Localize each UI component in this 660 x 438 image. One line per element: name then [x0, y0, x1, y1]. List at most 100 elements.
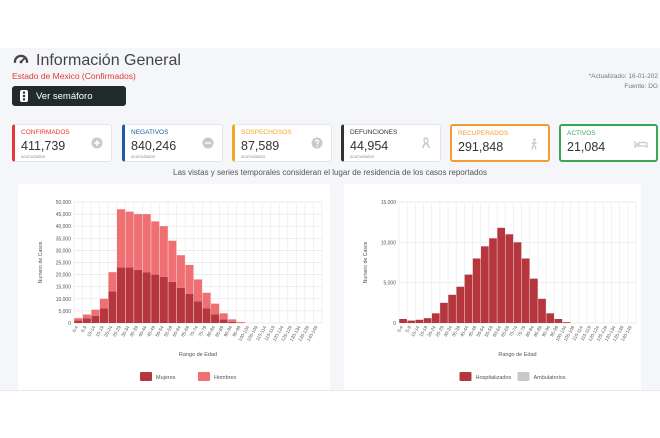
semaforo-button-label: Ver semáforo	[36, 91, 93, 102]
source-label: Fuente: DG	[589, 82, 658, 92]
bar-hombres[interactable]	[228, 319, 236, 321]
bar-hombres[interactable]	[83, 315, 91, 319]
bar-hombres[interactable]	[143, 214, 151, 272]
bar-hombres[interactable]	[91, 310, 99, 316]
bar-hombres[interactable]	[185, 265, 193, 294]
bar-mujeres[interactable]	[100, 308, 108, 323]
card-activos[interactable]: ACTIVOS 21,084	[559, 124, 658, 162]
bar-mujeres[interactable]	[83, 318, 91, 323]
legend-swatch[interactable]	[140, 372, 152, 381]
updated-date: *Actualizado: 16-01-202	[589, 72, 658, 82]
bar-hospitalizados[interactable]	[538, 299, 546, 323]
bar-mujeres[interactable]	[74, 321, 82, 323]
bar-mujeres[interactable]	[185, 294, 193, 323]
bar-hombres[interactable]	[151, 221, 159, 274]
legend-label[interactable]: Hospitalizados	[476, 375, 512, 381]
y-tick-label: 0	[393, 321, 396, 327]
bar-mujeres[interactable]	[168, 282, 176, 323]
bottom-strip	[0, 390, 660, 438]
bar-hospitalizados[interactable]	[448, 295, 456, 323]
ribbon-icon	[420, 137, 432, 149]
legend-label[interactable]: Mujeres	[156, 375, 176, 381]
card-recuperados[interactable]: RECUPERADOS 291,848	[450, 124, 550, 162]
legend-label[interactable]: Hombres	[214, 375, 237, 381]
bar-hombres[interactable]	[134, 214, 142, 270]
y-tick-label: 5,000	[58, 309, 71, 315]
bar-hospitalizados[interactable]	[407, 321, 415, 323]
bar-mujeres[interactable]	[228, 322, 236, 323]
bar-hospitalizados[interactable]	[497, 228, 505, 323]
bar-hospitalizados[interactable]	[481, 246, 489, 323]
bar-hospitalizados[interactable]	[399, 319, 407, 323]
bar-hombres[interactable]	[117, 209, 125, 267]
y-tick-label: 15,000	[381, 200, 397, 206]
bar-hombres[interactable]	[160, 226, 168, 277]
bed-icon	[634, 138, 648, 150]
traffic-light-icon	[20, 90, 28, 102]
bar-hospitalizados[interactable]	[440, 303, 448, 323]
bar-mujeres[interactable]	[134, 270, 142, 323]
legend-swatch[interactable]	[518, 372, 530, 381]
bar-hombres[interactable]	[177, 255, 185, 288]
bar-hospitalizados[interactable]	[473, 258, 481, 323]
card-label: SOSPECHOSOS	[241, 129, 292, 136]
bar-hombres[interactable]	[74, 318, 82, 320]
speedometer-icon	[12, 52, 30, 70]
dashboard: Información General Estado de Mexico (Co…	[0, 48, 660, 390]
bar-hombres[interactable]	[168, 241, 176, 282]
bar-hospitalizados[interactable]	[456, 287, 464, 323]
bar-hospitalizados[interactable]	[416, 320, 424, 323]
bar-hospitalizados[interactable]	[489, 238, 497, 323]
bar-hospitalizados[interactable]	[465, 275, 473, 323]
bar-hombres[interactable]	[100, 299, 108, 309]
bar-hospitalizados[interactable]	[514, 242, 522, 323]
card-label: DEFUNCIONES	[350, 129, 397, 136]
card-label: NEGATIVOS	[131, 129, 168, 136]
bar-mujeres[interactable]	[117, 267, 125, 323]
bar-hombres[interactable]	[194, 279, 202, 301]
y-tick-label: 40,000	[56, 224, 72, 230]
y-tick-label: 15,000	[56, 285, 72, 291]
bar-hospitalizados[interactable]	[432, 313, 440, 323]
bar-hombres[interactable]	[203, 293, 211, 309]
bar-hospitalizados[interactable]	[424, 318, 432, 323]
semaforo-button[interactable]: Ver semáforo	[12, 86, 126, 106]
y-tick-label: 10,000	[381, 240, 397, 246]
bar-mujeres[interactable]	[143, 272, 151, 323]
bar-mujeres[interactable]	[151, 275, 159, 323]
bar-hospitalizados[interactable]	[505, 234, 513, 323]
bar-hombres[interactable]	[237, 322, 245, 323]
updated-info: *Actualizado: 16-01-202 Fuente: DG	[589, 72, 658, 92]
bar-mujeres[interactable]	[211, 315, 219, 323]
y-tick-label: 20,000	[56, 273, 72, 279]
card-negativos[interactable]: NEGATIVOS 840,246 acumulados	[122, 124, 223, 162]
bar-mujeres[interactable]	[91, 316, 99, 323]
legend-swatch[interactable]	[460, 372, 472, 381]
legend-label[interactable]: Ambulatorios	[534, 375, 566, 381]
bar-mujeres[interactable]	[126, 267, 134, 323]
bar-mujeres[interactable]	[203, 308, 211, 323]
bar-hospitalizados[interactable]	[546, 313, 554, 323]
bar-mujeres[interactable]	[194, 301, 202, 323]
bar-hospitalizados[interactable]	[522, 258, 530, 323]
x-axis-title: Rango de Edad	[498, 352, 536, 358]
bar-hospitalizados[interactable]	[555, 319, 563, 323]
card-label: CONFIRMADOS	[21, 129, 70, 136]
bar-mujeres[interactable]	[220, 319, 228, 323]
bar-hospitalizados[interactable]	[530, 279, 538, 323]
y-tick-label: 0	[68, 321, 71, 327]
bar-hombres[interactable]	[108, 272, 116, 291]
card-confirmados[interactable]: CONFIRMADOS 411,739 acumulados	[12, 124, 112, 162]
legend-swatch[interactable]	[198, 372, 210, 381]
y-axis-title: Numero de Casos	[38, 241, 44, 283]
card-sospechosos[interactable]: SOSPECHOSOS 87,589 acumulados	[232, 124, 332, 162]
bar-hombres[interactable]	[211, 304, 219, 315]
bar-mujeres[interactable]	[160, 277, 168, 323]
bar-mujeres[interactable]	[177, 288, 185, 323]
bar-hombres[interactable]	[126, 212, 134, 268]
bar-mujeres[interactable]	[108, 292, 116, 323]
bar-hombres[interactable]	[220, 313, 228, 319]
card-defunciones[interactable]: DEFUNCIONES 44,954 acumulados	[341, 124, 441, 162]
bar-hospitalizados[interactable]	[563, 322, 571, 323]
minus-circle-icon	[202, 137, 214, 149]
